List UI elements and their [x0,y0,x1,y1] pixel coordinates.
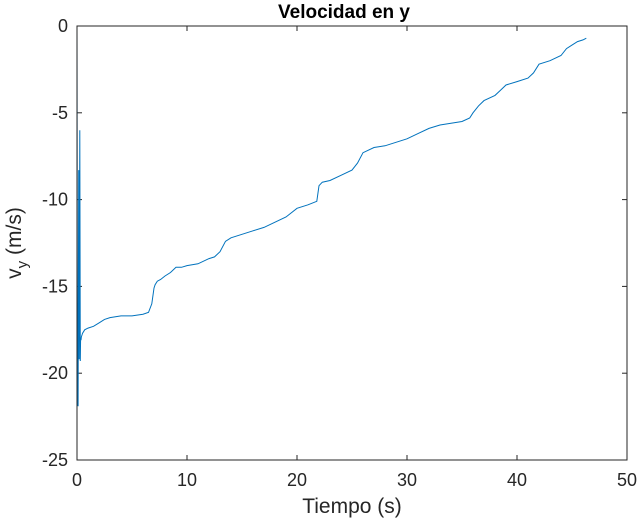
x-tick-label: 20 [287,470,307,490]
x-tick-label: 30 [397,470,417,490]
y-axis-label: vy (m/s) [3,207,31,279]
y-axis-label-units: (m/s) [3,207,26,261]
y-axis-label-main: v [3,268,26,279]
y-tick-label: -10 [42,190,68,210]
chart-title: Velocidad en y [278,2,410,23]
y-axis-ticks: 0 -5 -10 -15 -20 -25 [42,16,627,470]
plot-area-frame [76,25,628,461]
y-tick-label: 0 [58,16,68,36]
x-tick-label: 0 [72,470,82,490]
x-axis-ticks: 0 10 20 30 40 50 [72,26,637,490]
series-line [76,25,587,407]
y-tick-label: -25 [42,450,68,470]
x-tick-label: 40 [507,470,527,490]
y-axis-label-subscript: y [14,260,31,268]
y-tick-label: -20 [42,363,68,383]
x-tick-label: 10 [177,470,197,490]
x-axis-label: Tiempo (s) [302,495,402,518]
y-tick-label: -5 [52,103,68,123]
y-tick-label: -15 [42,276,68,296]
x-tick-label: 50 [617,470,637,490]
